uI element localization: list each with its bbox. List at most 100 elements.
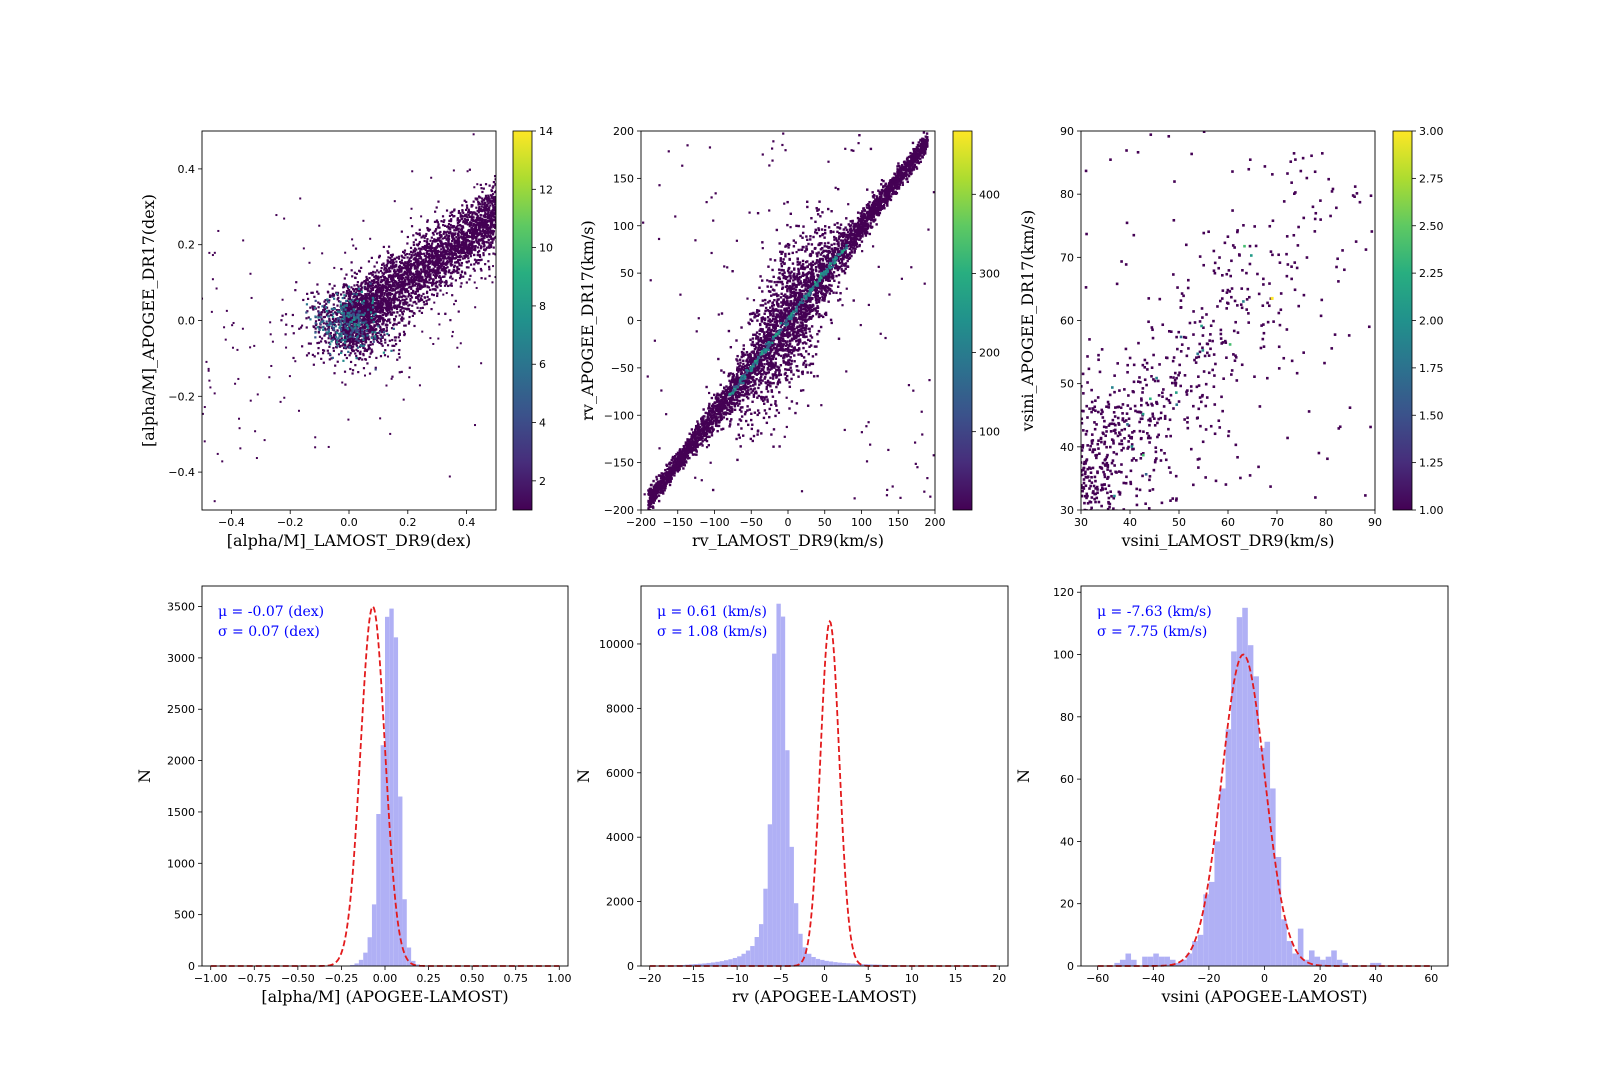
scatter-point [353,288,356,291]
scatter-point [412,234,415,237]
scatter-point [424,244,427,248]
scatter-point [855,222,858,226]
scatter-point [414,261,418,264]
scatter-point [302,298,305,302]
scatter-point [404,280,407,283]
scatter-point [460,282,463,285]
scatter-point [397,296,401,299]
scatter-point [502,245,504,247]
scatter-point [502,225,504,227]
scatter-point [405,276,408,279]
scatter-point [382,300,386,303]
scatter-point [488,268,491,271]
scatter-point [494,178,496,181]
scatter-point [450,250,453,253]
scatter-point [491,204,495,207]
scatter-point [423,281,426,284]
scatter-point [327,352,330,355]
scatter-point [350,269,353,272]
scatter-point [464,218,468,221]
scatter-point [314,436,317,439]
y-tick-label: 0.2 [178,239,196,252]
scatter-point [203,406,206,409]
scatter-point [440,244,443,248]
scatter-point [445,281,448,284]
scatter-point [312,325,315,328]
scatter-point [332,303,335,306]
scatter-point [380,309,383,312]
scatter-point [410,278,414,282]
scatter-point [323,306,326,309]
scatter-point [385,329,388,333]
scatter-point [394,264,397,267]
scatter-point [498,225,500,227]
scatter-point [321,311,324,314]
scatter-point [348,288,351,292]
scatter-point [431,231,435,235]
scatter-point [408,253,411,256]
scatter-point [468,223,471,226]
scatter-point [454,299,457,302]
scatter-point [400,295,403,298]
scatter-point [331,295,334,298]
scatter-point [371,319,374,322]
scatter-point [435,232,439,235]
scatter-point [366,332,369,336]
scatter-point [403,251,406,255]
scatter-point [441,261,444,265]
scatter-point [399,274,402,277]
scatter-point [345,273,348,276]
scatter-point [466,218,469,222]
scatter-point [387,274,390,277]
scatter-point [341,323,344,327]
scatter-point [330,340,333,343]
scatter-point [421,278,424,281]
scatter-point [498,218,500,220]
scatter-point [396,268,399,271]
scatter-point [419,268,423,271]
scatter-point [381,284,384,287]
scatter-point [322,328,325,332]
scatter-point [431,263,434,266]
scatter-point [409,297,412,301]
scatter-point [429,275,432,278]
scatter-point [351,275,354,278]
scatter-point [490,196,493,199]
scatter-point [370,328,373,331]
scatter-point [380,301,383,304]
scatter-point [317,301,320,304]
scatter-point [445,253,448,256]
scatter-point [368,347,371,350]
scatter-point [441,237,444,240]
scatter-point [383,271,387,274]
scatter-point [482,237,485,240]
scatter-point [374,311,377,314]
scatter-point [368,290,371,293]
scatter-point [492,225,495,228]
scatter-point [485,246,488,249]
scatter-point [317,352,320,355]
scatter-point [492,196,495,199]
scatter-point [347,292,350,296]
scatter-point [445,266,448,270]
scatter-point [420,257,423,260]
scatter-point [389,254,393,257]
scatter-point [448,226,451,229]
scatter-point [722,413,726,416]
scatter-point [367,348,370,351]
scatter-point [458,276,462,280]
scatter-point [479,238,482,241]
scatter-point [328,283,331,286]
scatter-point [335,313,339,316]
scatter-point [501,192,503,194]
scatter-point [421,330,424,333]
scatter-point [390,301,393,304]
scatter-point [344,294,347,297]
scatter-point [417,279,420,282]
scatter-point [733,408,737,412]
scatter-point [360,344,363,348]
scatter-point [424,296,427,299]
scatter-point [424,277,428,281]
scatter-point [393,285,396,288]
scatter-point [432,293,435,297]
